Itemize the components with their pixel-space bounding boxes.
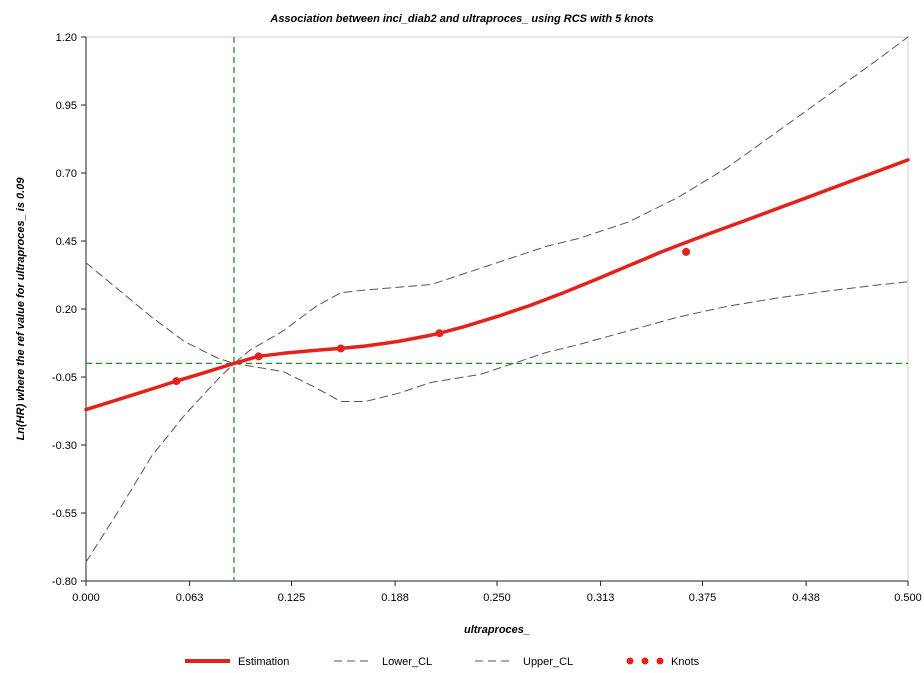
series-layer [84, 36, 910, 563]
y-tick-label: -0.55 [52, 508, 77, 520]
chart-title: Association between inci_diab2 and ultra… [269, 13, 653, 25]
x-tick-label: 0.063 [176, 592, 204, 604]
legend-upper-cl-label: Upper_CL [523, 656, 573, 668]
y-tick-label: -0.05 [52, 372, 77, 384]
x-tick-label: 0.125 [278, 592, 306, 604]
legend-lower-cl-label: Lower_CL [382, 656, 432, 668]
x-tick-label: 0.000 [72, 592, 100, 604]
reference-lines [86, 37, 908, 581]
knot-point [172, 377, 181, 386]
legend-knot-dot-1 [626, 657, 634, 665]
legend-estimation-label: Estimation [238, 656, 289, 668]
x-tick-label: 0.438 [792, 592, 820, 604]
x-tick-label: 0.313 [587, 592, 615, 604]
y-tick-label: 1.20 [56, 32, 77, 44]
x-tick-label: 0.188 [381, 592, 409, 604]
estimation-line [84, 158, 910, 412]
legend: Estimation Lower_CL Upper_CL Knots [185, 656, 700, 668]
x-tick-label: 0.250 [483, 592, 511, 604]
y-tick-label: -0.80 [52, 576, 77, 588]
y-tick-label: 0.70 [56, 168, 77, 180]
upper-cl-line [85, 36, 909, 364]
x-tick-label: 0.375 [689, 592, 717, 604]
knot-point [682, 247, 691, 256]
y-axis-ticks: 1.20 0.95 0.70 0.45 0.20 -0.05 -0.30 -0.55 -0.80 [52, 32, 86, 588]
y-tick-label: 0.45 [56, 236, 77, 248]
y-tick-label: -0.30 [52, 440, 77, 452]
legend-knot-dot-3 [656, 657, 664, 665]
knot-point [254, 352, 263, 361]
lower-cl-line [85, 281, 909, 563]
y-tick-label: 0.20 [56, 304, 77, 316]
y-axis-label: Ln(HR) where the ref value for ultraproc… [15, 177, 27, 441]
legend-knot-dot-2 [641, 657, 649, 665]
knot-point [435, 329, 444, 338]
x-axis-label: ultraproces_ [464, 624, 530, 636]
legend-knots-label: Knots [671, 656, 700, 668]
y-tick-label: 0.95 [56, 100, 77, 112]
knots-layer [172, 247, 691, 386]
x-axis-ticks: 0.000 0.063 0.125 0.188 0.250 0.313 0.375 0.438… [72, 581, 922, 604]
x-tick-label: 0.500 [894, 592, 922, 604]
knot-point [336, 344, 345, 353]
